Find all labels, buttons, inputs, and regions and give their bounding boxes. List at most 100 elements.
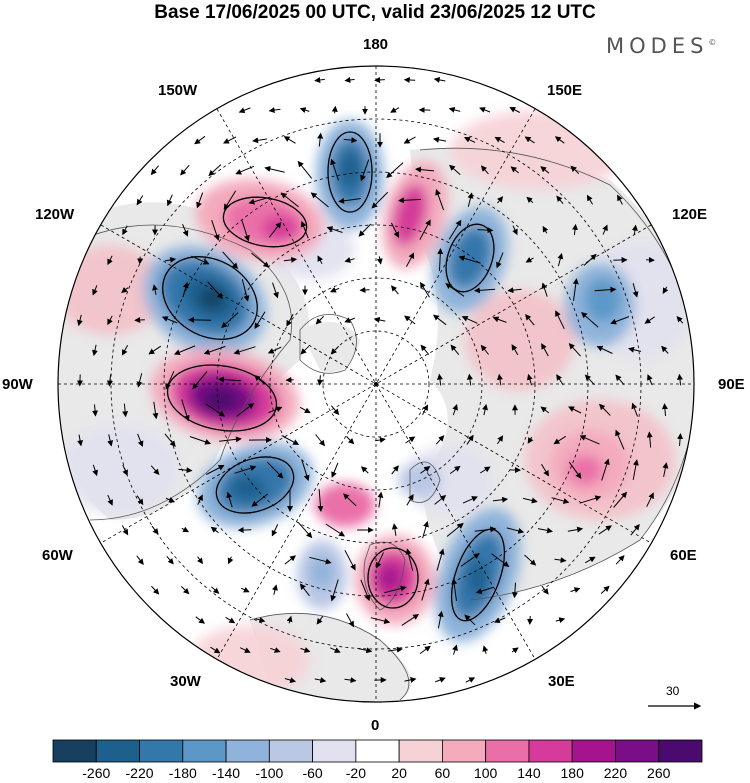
wind-vector <box>386 162 404 179</box>
wind-vector <box>343 493 357 507</box>
wind-vector <box>466 373 473 386</box>
wind-vector <box>479 466 491 474</box>
wind-vector <box>166 555 174 565</box>
wind-vector <box>210 526 219 534</box>
wind-vector <box>496 435 504 445</box>
wind-vector <box>210 646 221 654</box>
wind-vector <box>268 107 281 114</box>
wind-vector <box>677 433 684 447</box>
wind-vector <box>301 459 310 482</box>
wind-vector <box>299 583 310 597</box>
colorbar-tick-label: 20 <box>391 765 407 781</box>
colorbar-tick-label: -220 <box>125 765 154 781</box>
wind-vector <box>280 192 299 208</box>
wind-vector <box>180 586 190 595</box>
wind-vector <box>661 403 668 416</box>
wind-vector <box>107 315 113 326</box>
wind-vector <box>420 466 431 474</box>
wind-vector <box>317 132 324 147</box>
wind-vector <box>194 135 206 145</box>
wind-vector <box>227 556 234 565</box>
wind-vector <box>77 434 84 447</box>
colorbar-tick-label: -100 <box>255 765 284 781</box>
colorbar-tick-label: -60 <box>302 765 323 781</box>
wind-vector <box>437 610 444 629</box>
wind-vector <box>316 615 324 625</box>
wind-vector <box>462 496 478 504</box>
wind-vector <box>330 158 339 181</box>
wind-vector <box>317 255 323 265</box>
wind-vector <box>524 554 537 566</box>
wind-vector <box>150 165 159 176</box>
wind-vector <box>107 494 113 506</box>
colorbar-tick-label: -180 <box>168 765 197 781</box>
wind-vector <box>107 434 114 447</box>
wind-vector <box>390 107 400 113</box>
wind-vector <box>398 197 422 204</box>
wind-vector <box>584 556 596 564</box>
wind-vector <box>422 520 429 539</box>
wind-vector <box>631 224 638 235</box>
colorbar-swatch <box>182 739 227 763</box>
colorbar-swatch <box>571 739 616 763</box>
wind-vector <box>344 317 355 323</box>
wind-vector <box>268 406 283 414</box>
wind-vector <box>415 166 435 173</box>
wind-vector <box>419 281 430 298</box>
colorbar-swatch <box>312 739 357 763</box>
wind-vector <box>596 345 613 354</box>
wind-vector <box>107 255 113 266</box>
wind-vector <box>406 493 414 506</box>
wind-vector <box>300 345 310 355</box>
wind-vector <box>326 226 343 233</box>
wind-vector <box>586 194 594 205</box>
wind-vector <box>511 582 518 599</box>
wind-vector <box>473 287 496 294</box>
wind-vector <box>189 436 212 445</box>
wind-vector <box>181 399 190 422</box>
wind-vector <box>358 223 372 237</box>
wind-vector <box>512 225 518 236</box>
wind-vector <box>555 617 566 624</box>
wind-vector <box>568 343 581 357</box>
colorbar-swatch <box>225 739 270 763</box>
wind-vector <box>286 314 294 327</box>
wind-vector <box>300 647 311 653</box>
wind-vector <box>136 373 143 388</box>
wind-vector <box>152 284 158 295</box>
wind-vector <box>317 375 324 386</box>
wind-vector <box>137 433 144 448</box>
wind-vector <box>310 192 329 208</box>
wind-vector <box>134 316 145 323</box>
wind-vector <box>344 677 357 684</box>
wind-vector <box>432 136 447 143</box>
wind-vector <box>248 196 271 205</box>
wind-vector <box>298 522 313 539</box>
wind-vector <box>375 552 384 569</box>
wind-vector <box>556 195 564 205</box>
lon-label-60w: 60W <box>42 547 73 564</box>
wind-vector <box>537 527 553 534</box>
wind-vector <box>584 374 595 386</box>
wind-vector <box>525 314 535 326</box>
brand-logo: MODES© <box>606 34 716 58</box>
colorbar-swatch <box>268 739 314 763</box>
wind-vector <box>475 586 494 594</box>
wind-vector <box>211 586 220 594</box>
wind-vector <box>239 647 251 653</box>
wind-vector <box>173 345 196 355</box>
colorbar-tick-label: -20 <box>345 765 366 781</box>
wind-vector <box>284 677 297 683</box>
wind-vector <box>390 285 399 295</box>
wind-vector <box>405 548 414 571</box>
wind-vector <box>568 406 582 414</box>
wind-vector <box>524 136 535 144</box>
wind-vector <box>121 344 129 356</box>
wind-vector <box>195 616 205 624</box>
wind-vector <box>494 136 505 144</box>
wind-vector <box>264 165 285 173</box>
wind-vector <box>662 286 669 294</box>
wind-vector <box>122 225 128 236</box>
wind-vector <box>449 164 461 175</box>
wind-vector <box>371 191 389 209</box>
